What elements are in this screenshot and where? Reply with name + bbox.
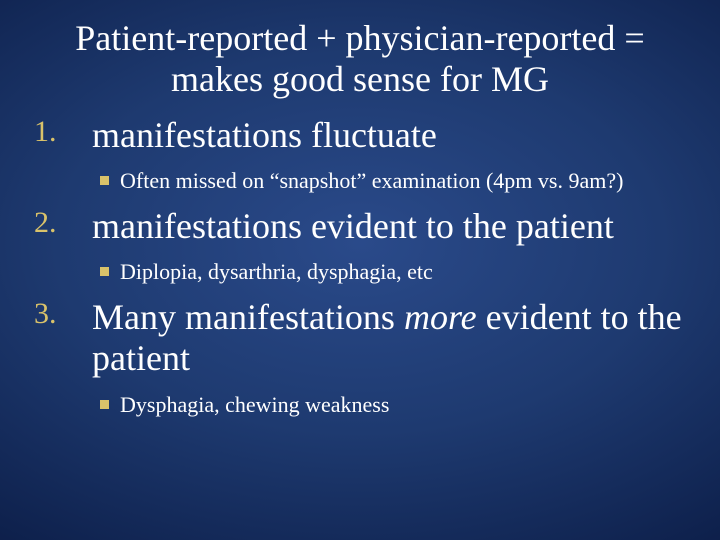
point-1: manifestations fluctuate Often missed on…	[30, 115, 690, 196]
point-2-sub: Diplopia, dysarthria, dysphagia, etc	[92, 257, 690, 287]
point-3-main: Many manifestations more evident to the …	[92, 297, 690, 380]
point-3-sub: Dysphagia, chewing weakness	[92, 390, 690, 420]
point-3-main-pre: Many manifestations	[92, 297, 404, 337]
point-2: manifestations evident to the patient Di…	[30, 206, 690, 287]
numbered-list: manifestations fluctuate Often missed on…	[30, 115, 690, 420]
slide-title: Patient-reported + physician-reported = …	[30, 18, 690, 101]
point-3-sublist: Dysphagia, chewing weakness	[92, 390, 690, 420]
point-1-sub: Often missed on “snapshot” examination (…	[92, 166, 690, 196]
point-1-sublist: Often missed on “snapshot” examination (…	[92, 166, 690, 196]
point-2-sublist: Diplopia, dysarthria, dysphagia, etc	[92, 257, 690, 287]
title-line-2: makes good sense for MG	[171, 59, 549, 99]
point-2-main: manifestations evident to the patient	[92, 206, 690, 247]
title-line-1: Patient-reported + physician-reported =	[75, 18, 644, 58]
point-1-main: manifestations fluctuate	[92, 115, 690, 156]
point-3: Many manifestations more evident to the …	[30, 297, 690, 419]
point-3-main-italic: more	[404, 297, 477, 337]
